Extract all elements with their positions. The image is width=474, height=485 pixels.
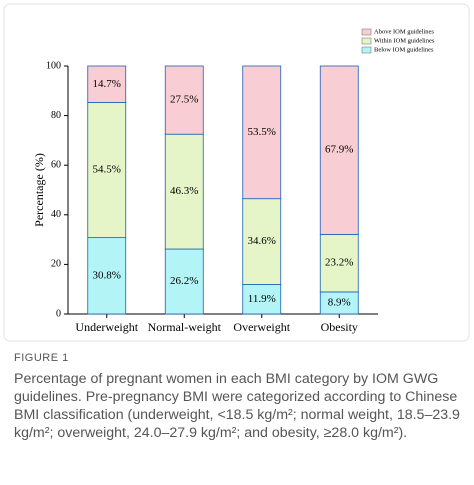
legend-label: Within IOM guidelines	[374, 37, 435, 44]
value-label: 26.2%	[170, 275, 198, 287]
bar-segment	[87, 102, 127, 239]
legend-swatch	[361, 28, 372, 36]
chart: Percentage (%) 0 20 40 60 80 100 Underweight 30…	[3, 3, 470, 342]
caption-label: FIGURE 1	[14, 352, 69, 364]
value-label: 54.5%	[93, 164, 121, 176]
bar-segment	[164, 248, 204, 315]
value-label: 8.9%	[328, 296, 351, 308]
y-tick-label: 0	[56, 308, 61, 319]
legend-swatch	[361, 37, 372, 45]
legend-label: Below IOM guidelines	[374, 46, 434, 53]
caption: FIGURE 1 Percentage of pregnant women in…	[14, 352, 464, 442]
bar-segment	[164, 65, 204, 135]
value-label: 46.3%	[170, 185, 198, 197]
y-axis-label: Percentage (%)	[32, 153, 46, 227]
y-tick-label: 40	[51, 209, 61, 220]
legend-label: Above IOM guidelines	[374, 28, 434, 35]
value-label: 53.5%	[248, 126, 276, 138]
value-label: 30.8%	[93, 269, 121, 281]
value-label: 67.9%	[325, 144, 353, 156]
x-tick-label: Overweight	[233, 320, 290, 334]
y-tick-label: 60	[51, 159, 61, 170]
value-label: 23.2%	[325, 257, 353, 269]
y-tick-label: 20	[51, 259, 61, 270]
x-tick-label: Underweight	[75, 320, 138, 334]
bar-segment	[87, 65, 127, 103]
value-label: 14.7%	[93, 78, 121, 90]
legend-swatch	[361, 46, 372, 54]
x-tick-label: Obesity	[321, 320, 358, 334]
caption-text: Percentage of pregnant women in each BMI…	[14, 371, 460, 441]
value-label: 34.6%	[248, 235, 276, 247]
value-label: 11.9%	[248, 293, 276, 305]
value-label: 27.5%	[170, 94, 198, 106]
frame	[3, 3, 470, 342]
bar-segment	[242, 65, 282, 200]
bar-segment	[319, 65, 359, 235]
bar-segment	[319, 233, 359, 293]
bar-segment	[242, 198, 282, 285]
y-tick-label: 80	[51, 110, 61, 121]
bar-segment	[87, 237, 127, 315]
x-tick-label: Normal-weight	[148, 320, 222, 334]
y-tick-label: 100	[46, 60, 61, 71]
bar-segment	[164, 133, 204, 250]
